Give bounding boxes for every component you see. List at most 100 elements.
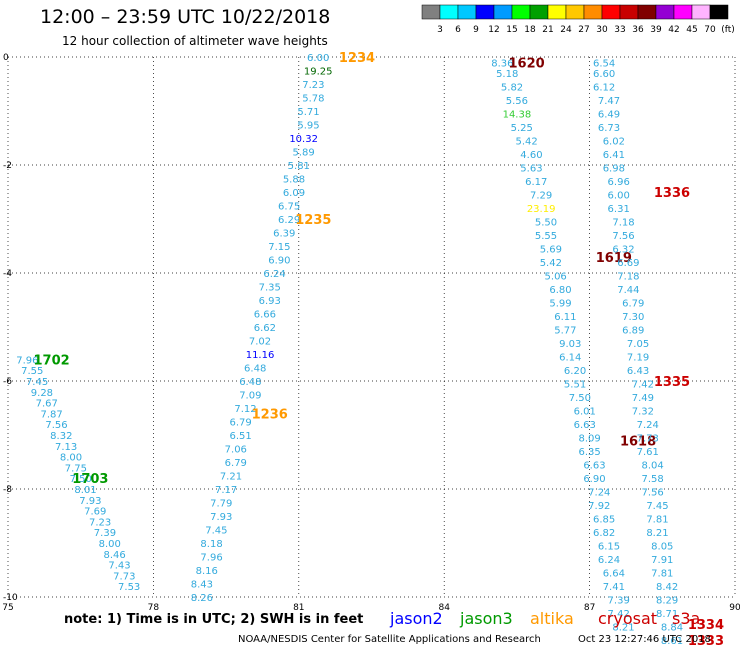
wave-height-value: 7.92 (588, 501, 610, 512)
wave-height-value: 7.19 (627, 353, 649, 364)
wave-height-value: 8.71 (656, 609, 678, 620)
wave-height-value: 5.51 (564, 380, 586, 391)
wave-height-value: 5.81 (288, 161, 310, 172)
wave-height-value: 5.77 (554, 326, 576, 337)
scale-swatch (709, 4, 729, 20)
wave-height-value: 7.75 (65, 463, 87, 474)
wave-height-value: 5.88 (283, 175, 305, 186)
wave-height-value: 7.49 (632, 393, 654, 404)
wave-height-value: 6.62 (254, 323, 276, 334)
wave-height-value: 6.32 (612, 245, 634, 256)
wave-height-value: 7.05 (627, 339, 649, 350)
scale-label: 9 (473, 25, 479, 35)
wave-height-value: 8.42 (656, 582, 678, 593)
wave-height-value: 6.51 (230, 431, 252, 442)
scale-label: 24 (560, 25, 572, 35)
wave-height-value: 6.31 (608, 204, 630, 215)
pass-label: 1703 (72, 472, 108, 487)
wave-height-value: 6.00 (307, 53, 329, 64)
scale-label: 3 (437, 25, 443, 35)
wave-height-value: 6.69 (617, 258, 639, 269)
wave-height-value: 6.48 (239, 377, 261, 388)
wave-height-value: 6.14 (559, 353, 581, 364)
wave-height-value: 7.17 (215, 485, 237, 496)
wave-height-value: 7.50 (70, 474, 92, 485)
wave-height-value: 7.81 (651, 569, 673, 580)
wave-height-value: 5.69 (540, 245, 562, 256)
y-tick-label: 0 (3, 53, 9, 63)
wave-height-value: 7.15 (268, 242, 290, 253)
wave-height-value: 7.69 (84, 507, 106, 518)
wave-height-value: 5.71 (297, 107, 319, 118)
wave-height-value: 7.18 (612, 218, 634, 229)
wave-height-value: 6.90 (268, 256, 290, 267)
pass-label: 1235 (295, 213, 331, 228)
wave-height-value: 6.64 (603, 569, 625, 580)
scale-label: 30 (596, 25, 608, 35)
wave-height-value: 6.98 (603, 164, 625, 175)
wave-height-value: 7.45 (26, 377, 48, 388)
wave-height-value: 6.73 (598, 123, 620, 134)
wave-height-value: 6.15 (598, 542, 620, 553)
x-tick-label: 75 (2, 603, 13, 613)
wave-height-value: 7.56 (612, 231, 634, 242)
wave-height-value: 6.90 (583, 474, 605, 485)
wave-height-value: 7.47 (598, 96, 620, 107)
wave-height-value: 11.16 (246, 350, 275, 361)
wave-height-value: 8.05 (651, 542, 673, 553)
wave-height-value: 7.81 (646, 515, 668, 526)
wave-height-value: 7.96 (200, 553, 222, 564)
wave-height-value: 8.26 (191, 593, 213, 604)
wave-height-value: 6.82 (593, 528, 615, 539)
wave-height-value: 6.24 (598, 555, 620, 566)
wave-height-value: 6.24 (263, 269, 285, 280)
wave-height-value: 5.89 (293, 148, 315, 159)
wave-height-value: 5.56 (506, 96, 528, 107)
wave-height-value: 6.49 (598, 110, 620, 121)
wave-height-value: 7.73 (113, 571, 135, 582)
scale-label: 12 (488, 25, 499, 35)
wave-height-value: 7.43 (108, 561, 130, 572)
wave-height-value: 8.09 (578, 434, 600, 445)
wave-height-value: 7.29 (530, 191, 552, 202)
wave-height-value: 5.50 (535, 218, 557, 229)
wave-height-value: 5.99 (549, 299, 571, 310)
wave-height-value: 6.80 (549, 285, 571, 296)
wave-height-value: 7.13 (55, 442, 77, 453)
scale-label: 21 (542, 25, 553, 35)
wave-height-value: 7.24 (588, 488, 610, 499)
y-tick-label: -2 (3, 161, 12, 171)
x-tick-label: 87 (584, 603, 595, 613)
wave-height-value: 5.55 (535, 231, 557, 242)
wave-height-value: 9.28 (31, 388, 53, 399)
wave-height-value: 6.41 (603, 150, 625, 161)
wave-height-value: 5.42 (540, 258, 562, 269)
wave-height-value: 8.00 (99, 539, 121, 550)
wave-height-value: 4.60 (520, 150, 542, 161)
wave-height-value: 7.79 (210, 499, 232, 510)
wave-height-value: 7.73 (637, 434, 659, 445)
wave-height-value: 6.89 (622, 326, 644, 337)
chart-title: 12:00 – 23:59 UTC 10/22/2018 (40, 6, 331, 28)
wave-height-value: 7.91 (651, 555, 673, 566)
wave-height-value: 6.75 (278, 202, 300, 213)
wave-height-value: 8.61 (661, 636, 683, 647)
footer-note: note: 1) Time is in UTC; 2) SWH is in fe… (64, 612, 364, 627)
wave-height-value: 7.32 (632, 407, 654, 418)
wave-height-value: 5.82 (501, 83, 523, 94)
timestamp: Oct 23 12:27:46 UTC 2018 (578, 634, 711, 645)
pass-label: 1333 (688, 634, 724, 649)
wave-height-value: 8.21 (612, 623, 634, 634)
wave-height-value: 7.87 (40, 409, 62, 420)
scale-label: 36 (632, 25, 644, 35)
wave-height-value: 7.44 (617, 285, 639, 296)
wave-height-value: 7.09 (239, 391, 261, 402)
wave-height-value: 7.55 (21, 366, 43, 377)
wave-height-value: 6.63 (583, 461, 605, 472)
wave-height-value: 6.00 (608, 191, 630, 202)
wave-height-value: 7.93 (79, 496, 101, 507)
wave-height-value: 6.12 (593, 83, 615, 94)
wave-height-value: 6.79 (230, 418, 252, 429)
scale-label: 15 (506, 25, 517, 35)
x-tick-label: 90 (729, 603, 740, 613)
